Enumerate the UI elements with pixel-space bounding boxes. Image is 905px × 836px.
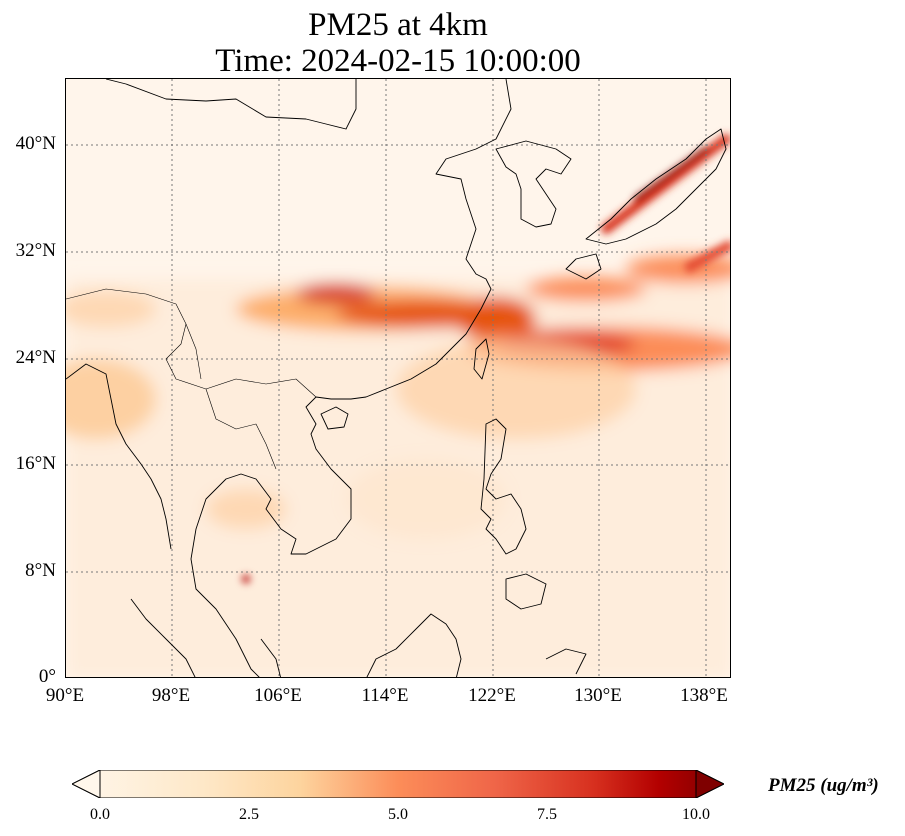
lat-tick-label: 8°N bbox=[25, 560, 56, 581]
colorbar-tick: 5.0 bbox=[388, 806, 408, 823]
lat-tick-label: 16°N bbox=[15, 453, 56, 474]
map-time-subtitle: Time: 2024-02-15 10:00:00 bbox=[215, 43, 581, 79]
lat-tick-label: 40°N bbox=[15, 133, 56, 154]
colorbar-tick: 10.0 bbox=[682, 806, 710, 823]
lon-tick-label: 90°E bbox=[45, 685, 85, 706]
lat-tick-label: 24°N bbox=[15, 347, 56, 368]
lon-tick-label: 114°E bbox=[361, 685, 409, 706]
colorbar bbox=[72, 770, 724, 798]
lon-tick-label: 106°E bbox=[254, 685, 302, 706]
coastlines bbox=[66, 79, 727, 677]
lon-tick-label: 122°E bbox=[468, 685, 516, 706]
colorbar-tick: 2.5 bbox=[239, 806, 259, 823]
map-panel bbox=[65, 78, 731, 678]
map-title: PM25 at 4km bbox=[308, 7, 488, 43]
colorbar-tick: 0.0 bbox=[90, 806, 110, 823]
colorbar-extend-max bbox=[695, 770, 724, 798]
lat-tick-label: 0° bbox=[38, 666, 56, 687]
colorbar-label: PM25 (ug/m³) bbox=[768, 775, 879, 796]
colorbar-tick: 7.5 bbox=[537, 806, 557, 823]
pm25-plume-layer bbox=[66, 255, 730, 677]
lon-tick-label: 98°E bbox=[151, 685, 191, 706]
graticule bbox=[66, 79, 730, 677]
lon-tick-label: 130°E bbox=[574, 685, 622, 706]
lat-tick-label: 32°N bbox=[15, 240, 56, 261]
pm25-field-map bbox=[66, 79, 730, 677]
colorbar-extend-min bbox=[72, 770, 101, 798]
lon-tick-label: 138°E bbox=[680, 685, 728, 706]
colorbar-gradient bbox=[72, 770, 724, 798]
